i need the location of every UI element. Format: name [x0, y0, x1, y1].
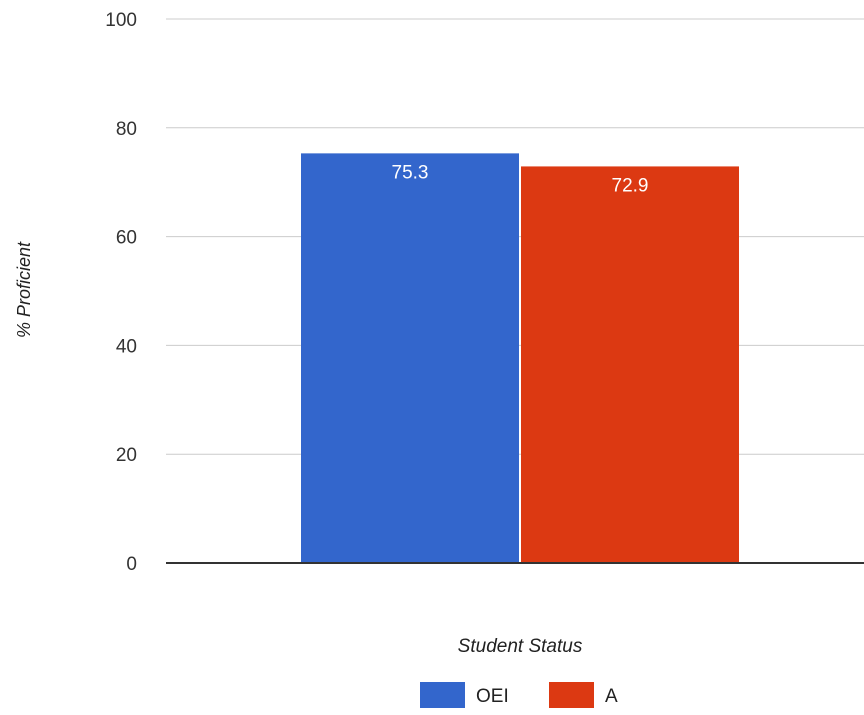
legend-swatch-oei: [420, 682, 465, 708]
y-tick-label: 0: [126, 554, 137, 575]
bar-oei: [301, 153, 519, 564]
y-tick-label: 80: [116, 119, 137, 140]
legend-swatch-a: [549, 682, 594, 708]
y-axis-ticks: 0 20 40 60 80 100: [105, 10, 137, 575]
data-label: 72.9: [612, 175, 649, 196]
bars: [301, 153, 739, 564]
y-tick-label: 100: [105, 10, 137, 31]
data-label: 75.3: [392, 162, 429, 183]
y-tick-label: 20: [116, 445, 137, 466]
legend: OEI A: [420, 682, 618, 708]
y-tick-label: 60: [116, 228, 137, 249]
y-axis-title: % Proficient: [14, 241, 34, 338]
x-axis-title: Student Status: [458, 636, 583, 657]
bar-a: [521, 166, 739, 563]
legend-label-oei: OEI: [476, 686, 509, 707]
legend-label-a: A: [605, 686, 618, 707]
data-labels: 75.3 72.9: [392, 162, 649, 196]
y-tick-label: 40: [116, 336, 137, 357]
